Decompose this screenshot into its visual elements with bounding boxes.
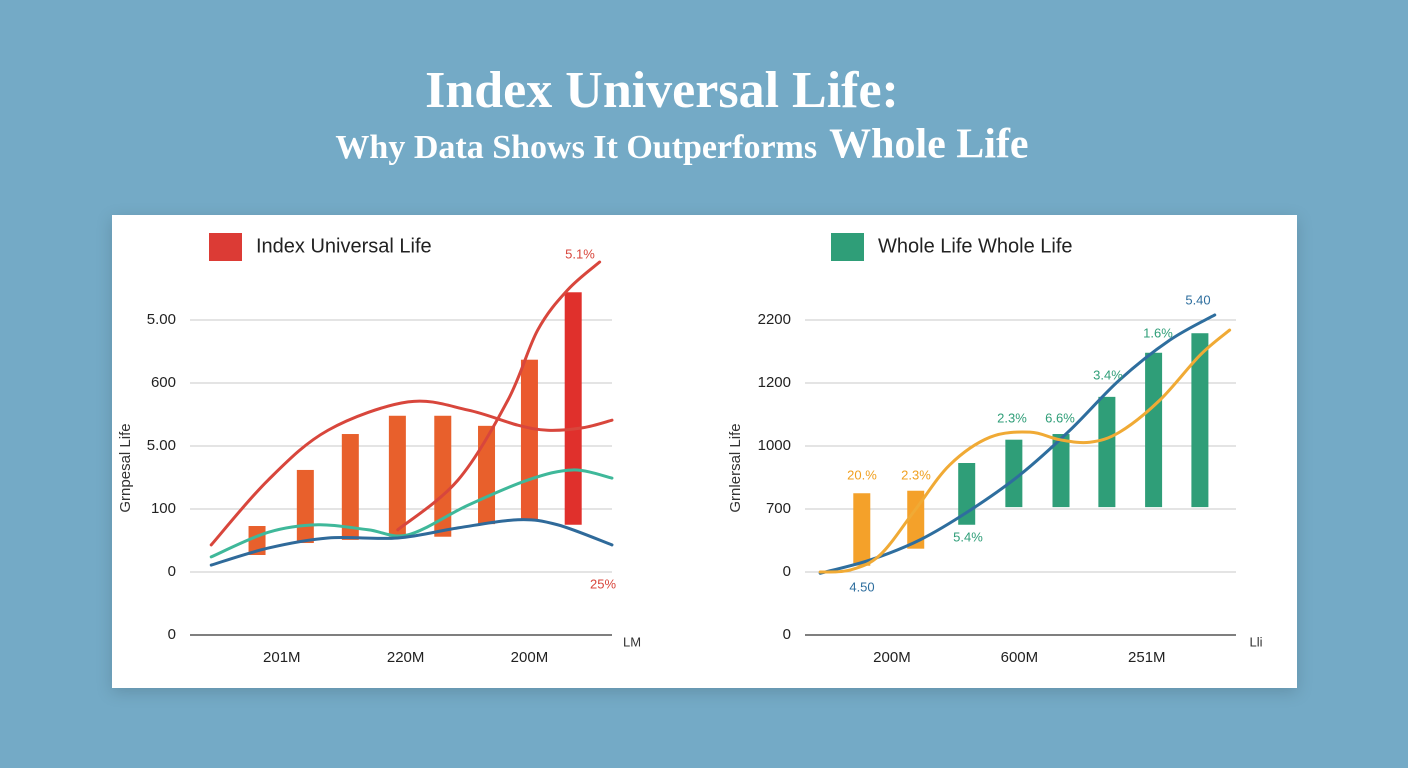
bar [341,434,359,540]
y-axis-label: Grnlersal Life [727,423,744,512]
y-axis-label: Grnpesal Life [117,423,134,512]
annotation: 2.3% [901,467,931,482]
bar [296,469,314,544]
annotation: 6.6% [1045,410,1075,425]
x-tick-label: 220M [387,649,425,666]
bar [1191,333,1209,508]
annotation: 5.4% [953,529,983,544]
annotation: 3.4% [1093,367,1123,382]
annotation: 25% [590,576,616,591]
y-tick-label: 1200 [758,374,791,391]
x-tick-label: 251M [1128,649,1166,666]
chart: Whole Life Whole Life Grnlersal Life 0 0 700… [727,233,1263,666]
bar [1052,434,1070,508]
y-tick-label: 600 [151,374,176,391]
y-tick-label: 5.00 [147,437,176,454]
line-series [818,328,1232,574]
bar [853,493,871,566]
page-title: Index Universal Life: [425,62,899,119]
y-tick-label: 0 [783,563,791,580]
y-tick-label: 2200 [758,311,791,328]
x-tick-label: 200M [511,649,549,666]
x-axis-unit: Lli [1249,634,1262,649]
bar [1005,439,1023,508]
annotation: 1.6% [1143,325,1173,340]
subtitle-emphasis: Whole Life [829,122,1028,168]
annotation: 5.40 [1185,292,1210,307]
line-series [209,518,614,567]
y-tick-label: 700 [766,500,791,517]
line-series [818,313,1217,575]
bar [388,415,406,537]
line-series [209,399,614,547]
line-series [396,260,602,532]
annotation: 4.50 [849,579,874,594]
line-series [209,468,614,559]
bar [1145,352,1163,508]
y-tick-label: 0 [783,626,791,643]
y-tick-label: 0 [168,626,176,643]
annotation: 2.3% [997,410,1027,425]
chart: Index Universal Life Grnpesal Life 0 0 100 5.… [117,233,641,666]
x-axis-unit: LM [623,634,641,649]
x-tick-label: 201M [263,649,301,666]
bar [434,415,452,537]
x-tick-label: 200M [873,649,911,666]
annotation: 20.% [847,467,877,482]
y-tick-label: 100 [151,500,176,517]
subtitle: Why Data Shows It Outperforms [335,129,817,166]
x-tick-label: 600M [1001,649,1039,666]
legend-label: Whole Life Whole Life [878,235,1073,257]
legend-swatch [209,233,242,261]
y-tick-label: 0 [168,563,176,580]
bar [1098,396,1116,508]
chart-panel [112,215,1297,688]
annotation: 5.1% [565,246,595,261]
bar [564,292,582,525]
y-tick-label: 5.00 [147,311,176,328]
legend-label: Index Universal Life [256,235,432,257]
bar [520,359,538,520]
legend-swatch [831,233,864,261]
y-tick-label: 1000 [758,437,791,454]
